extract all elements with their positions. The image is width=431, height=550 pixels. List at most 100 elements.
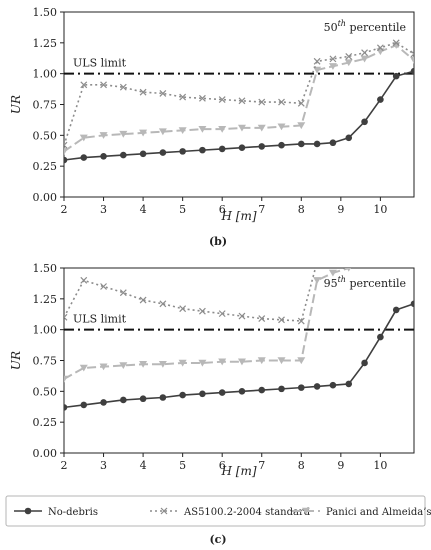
panel-c-chart: 2 3 4 5 6 7 8 9 10 0.00 0.25 0.50 0.75 1.00 1.25 1.50 H … bbox=[9, 259, 415, 478]
data-point bbox=[278, 141, 285, 149]
data-point bbox=[329, 381, 337, 389]
data-point bbox=[199, 390, 206, 398]
data-point bbox=[198, 307, 206, 315]
panel-label-b: (b) bbox=[209, 235, 227, 248]
data-point bbox=[100, 153, 107, 160]
data-point bbox=[361, 359, 368, 367]
data-point bbox=[139, 395, 147, 403]
data-point bbox=[258, 386, 266, 394]
data-point bbox=[313, 277, 322, 284]
panel-label-c: (c) bbox=[209, 533, 226, 546]
uls-limit-label: ULS limit bbox=[73, 57, 127, 70]
data-point bbox=[80, 81, 88, 89]
data-point bbox=[377, 333, 384, 341]
legend-label-1: AS5100.2-2004 standard bbox=[183, 507, 311, 518]
data-point bbox=[178, 359, 187, 367]
y-tick-label: 0.75 bbox=[33, 355, 58, 368]
x-tick-label: 10 bbox=[373, 459, 387, 472]
data-point bbox=[119, 83, 127, 91]
percentile-annotation: 50th percentile bbox=[324, 19, 406, 34]
data-point bbox=[198, 359, 207, 367]
data-point bbox=[377, 96, 384, 103]
data-point bbox=[329, 139, 337, 147]
data-point bbox=[139, 361, 148, 368]
y-tick-label: 0.50 bbox=[33, 129, 58, 142]
data-point bbox=[119, 362, 128, 370]
x-tick-label: 9 bbox=[337, 203, 344, 216]
data-point bbox=[218, 310, 226, 318]
data-point bbox=[100, 283, 107, 290]
data-point bbox=[392, 306, 400, 314]
data-point bbox=[159, 149, 167, 156]
x-tick-label: 6 bbox=[219, 203, 226, 216]
x-tick-label: 2 bbox=[61, 459, 68, 472]
data-point bbox=[361, 49, 368, 57]
y-axis-label: UR bbox=[9, 351, 23, 370]
y-tick-label: 1.00 bbox=[33, 68, 58, 81]
data-point bbox=[376, 44, 384, 52]
data-point bbox=[278, 385, 285, 393]
data-point bbox=[64, 156, 68, 164]
data-point bbox=[297, 317, 305, 325]
data-point bbox=[218, 389, 226, 396]
data-point bbox=[179, 93, 187, 101]
data-point bbox=[80, 276, 88, 284]
data-point bbox=[218, 125, 227, 133]
data-point bbox=[345, 134, 353, 142]
y-tick-label: 0.00 bbox=[33, 191, 58, 204]
data-point bbox=[376, 48, 385, 56]
data-point bbox=[100, 399, 107, 406]
data-point bbox=[178, 127, 187, 134]
data-point bbox=[277, 123, 286, 131]
data-point bbox=[329, 55, 337, 63]
series-line-2 bbox=[64, 268, 350, 380]
data-point bbox=[238, 388, 246, 395]
data-point bbox=[218, 96, 226, 103]
data-point bbox=[99, 363, 108, 371]
y-tick-label: 1.25 bbox=[33, 293, 58, 306]
data-point bbox=[313, 66, 322, 74]
data-point bbox=[392, 72, 400, 80]
data-point bbox=[100, 81, 107, 89]
y-tick-label: 1.25 bbox=[33, 37, 58, 50]
legend: No-debris AS5100.2-2004 standard Panici an… bbox=[5, 495, 431, 527]
data-point bbox=[297, 122, 306, 130]
x-tick-label: 5 bbox=[179, 459, 186, 472]
data-point bbox=[346, 268, 351, 272]
x-tick-label: 4 bbox=[140, 459, 147, 472]
data-point bbox=[179, 391, 186, 399]
y-tick-label: 0.50 bbox=[33, 385, 58, 398]
data-point bbox=[313, 57, 321, 65]
data-point bbox=[139, 129, 148, 137]
data-point bbox=[297, 140, 305, 148]
data-point bbox=[392, 39, 400, 47]
uls-limit-label: ULS limit bbox=[73, 313, 127, 326]
legend-label-2: Panici and Almeida’s model bbox=[326, 507, 431, 518]
y-tick-label: 0.25 bbox=[33, 416, 58, 429]
data-point bbox=[410, 50, 414, 58]
x-tick-label: 3 bbox=[100, 203, 107, 216]
data-point bbox=[258, 315, 266, 322]
y-tick-label: 0.25 bbox=[33, 160, 58, 173]
series-line-1 bbox=[64, 41, 414, 146]
y-tick-label: 1.00 bbox=[33, 324, 58, 337]
x-tick-label: 3 bbox=[100, 459, 107, 472]
data-point bbox=[361, 118, 368, 126]
data-point bbox=[120, 396, 127, 404]
data-point bbox=[198, 125, 207, 133]
data-point bbox=[257, 357, 266, 365]
data-point bbox=[159, 89, 167, 97]
data-point bbox=[218, 358, 227, 366]
data-point bbox=[238, 97, 246, 105]
data-point bbox=[158, 128, 167, 136]
data-point bbox=[238, 144, 246, 151]
data-point bbox=[119, 130, 128, 138]
data-point bbox=[297, 357, 306, 365]
data-point bbox=[258, 98, 266, 106]
data-point bbox=[314, 259, 320, 265]
x-tick-label: 7 bbox=[258, 203, 265, 216]
data-point bbox=[277, 357, 286, 365]
legend-marker-1 bbox=[160, 507, 168, 515]
data-point bbox=[278, 98, 285, 106]
